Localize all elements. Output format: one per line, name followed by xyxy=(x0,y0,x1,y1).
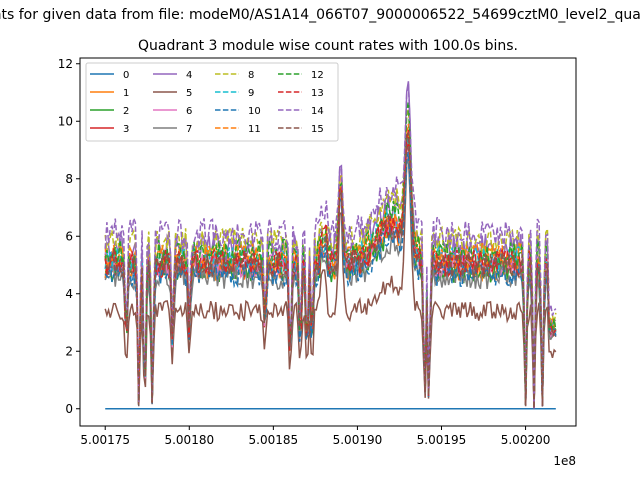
legend-label-6: 6 xyxy=(186,106,192,117)
series-line-15 xyxy=(104,132,556,409)
legend-label-10: 10 xyxy=(248,106,261,117)
legend-label-8: 8 xyxy=(248,70,254,81)
y-tick-label: 4 xyxy=(65,287,73,301)
figure-suptitle: Plot of counts for given data from file:… xyxy=(0,7,640,23)
legend-label-7: 7 xyxy=(186,124,192,135)
legend-label-1: 1 xyxy=(123,88,129,99)
x-tick-label: 5.00195 xyxy=(417,433,467,447)
legend-label-15: 15 xyxy=(311,124,324,135)
legend-label-14: 14 xyxy=(311,106,324,117)
y-tick-label: 0 xyxy=(65,402,73,416)
legend-label-4: 4 xyxy=(186,70,192,81)
plot-frame xyxy=(79,57,577,427)
y-tick-label: 12 xyxy=(58,57,73,71)
y-axis: 0 2 4 6 8 10 12 xyxy=(58,57,80,416)
x-axis: 5.00175 5.00180 5.00185 5.00190 5.00195 5.002… xyxy=(80,426,550,447)
legend-label-9: 9 xyxy=(248,88,254,99)
series-line-7 xyxy=(104,158,557,409)
x-tick-label: 5.00175 xyxy=(80,433,130,447)
series-line-14 xyxy=(104,83,557,409)
legend-label-5: 5 xyxy=(186,88,192,99)
y-tick-label: 6 xyxy=(65,229,73,243)
x-offset-label: 1e8 xyxy=(553,454,576,468)
x-tick-label: 5.00185 xyxy=(249,433,299,447)
legend-label-13: 13 xyxy=(311,88,324,99)
y-tick-label: 10 xyxy=(58,114,73,128)
legend-label-3: 3 xyxy=(123,124,129,135)
y-tick-label: 8 xyxy=(65,172,73,186)
x-tick-label: 5.00180 xyxy=(164,433,214,447)
chart-title: Quadrant 3 module wise count rates with … xyxy=(138,38,518,54)
series-layer xyxy=(104,81,557,410)
legend-label-12: 12 xyxy=(311,70,324,81)
series-line-5 xyxy=(104,153,557,409)
legend-label-2: 2 xyxy=(123,106,129,117)
y-tick-label: 2 xyxy=(65,344,73,358)
series-line-13 xyxy=(104,129,557,409)
x-tick-label: 5.00200 xyxy=(501,433,551,447)
legend-label-11: 11 xyxy=(248,124,261,135)
x-tick-label: 5.00190 xyxy=(333,433,383,447)
legend-label-0: 0 xyxy=(123,70,129,81)
legend-box xyxy=(85,62,339,142)
